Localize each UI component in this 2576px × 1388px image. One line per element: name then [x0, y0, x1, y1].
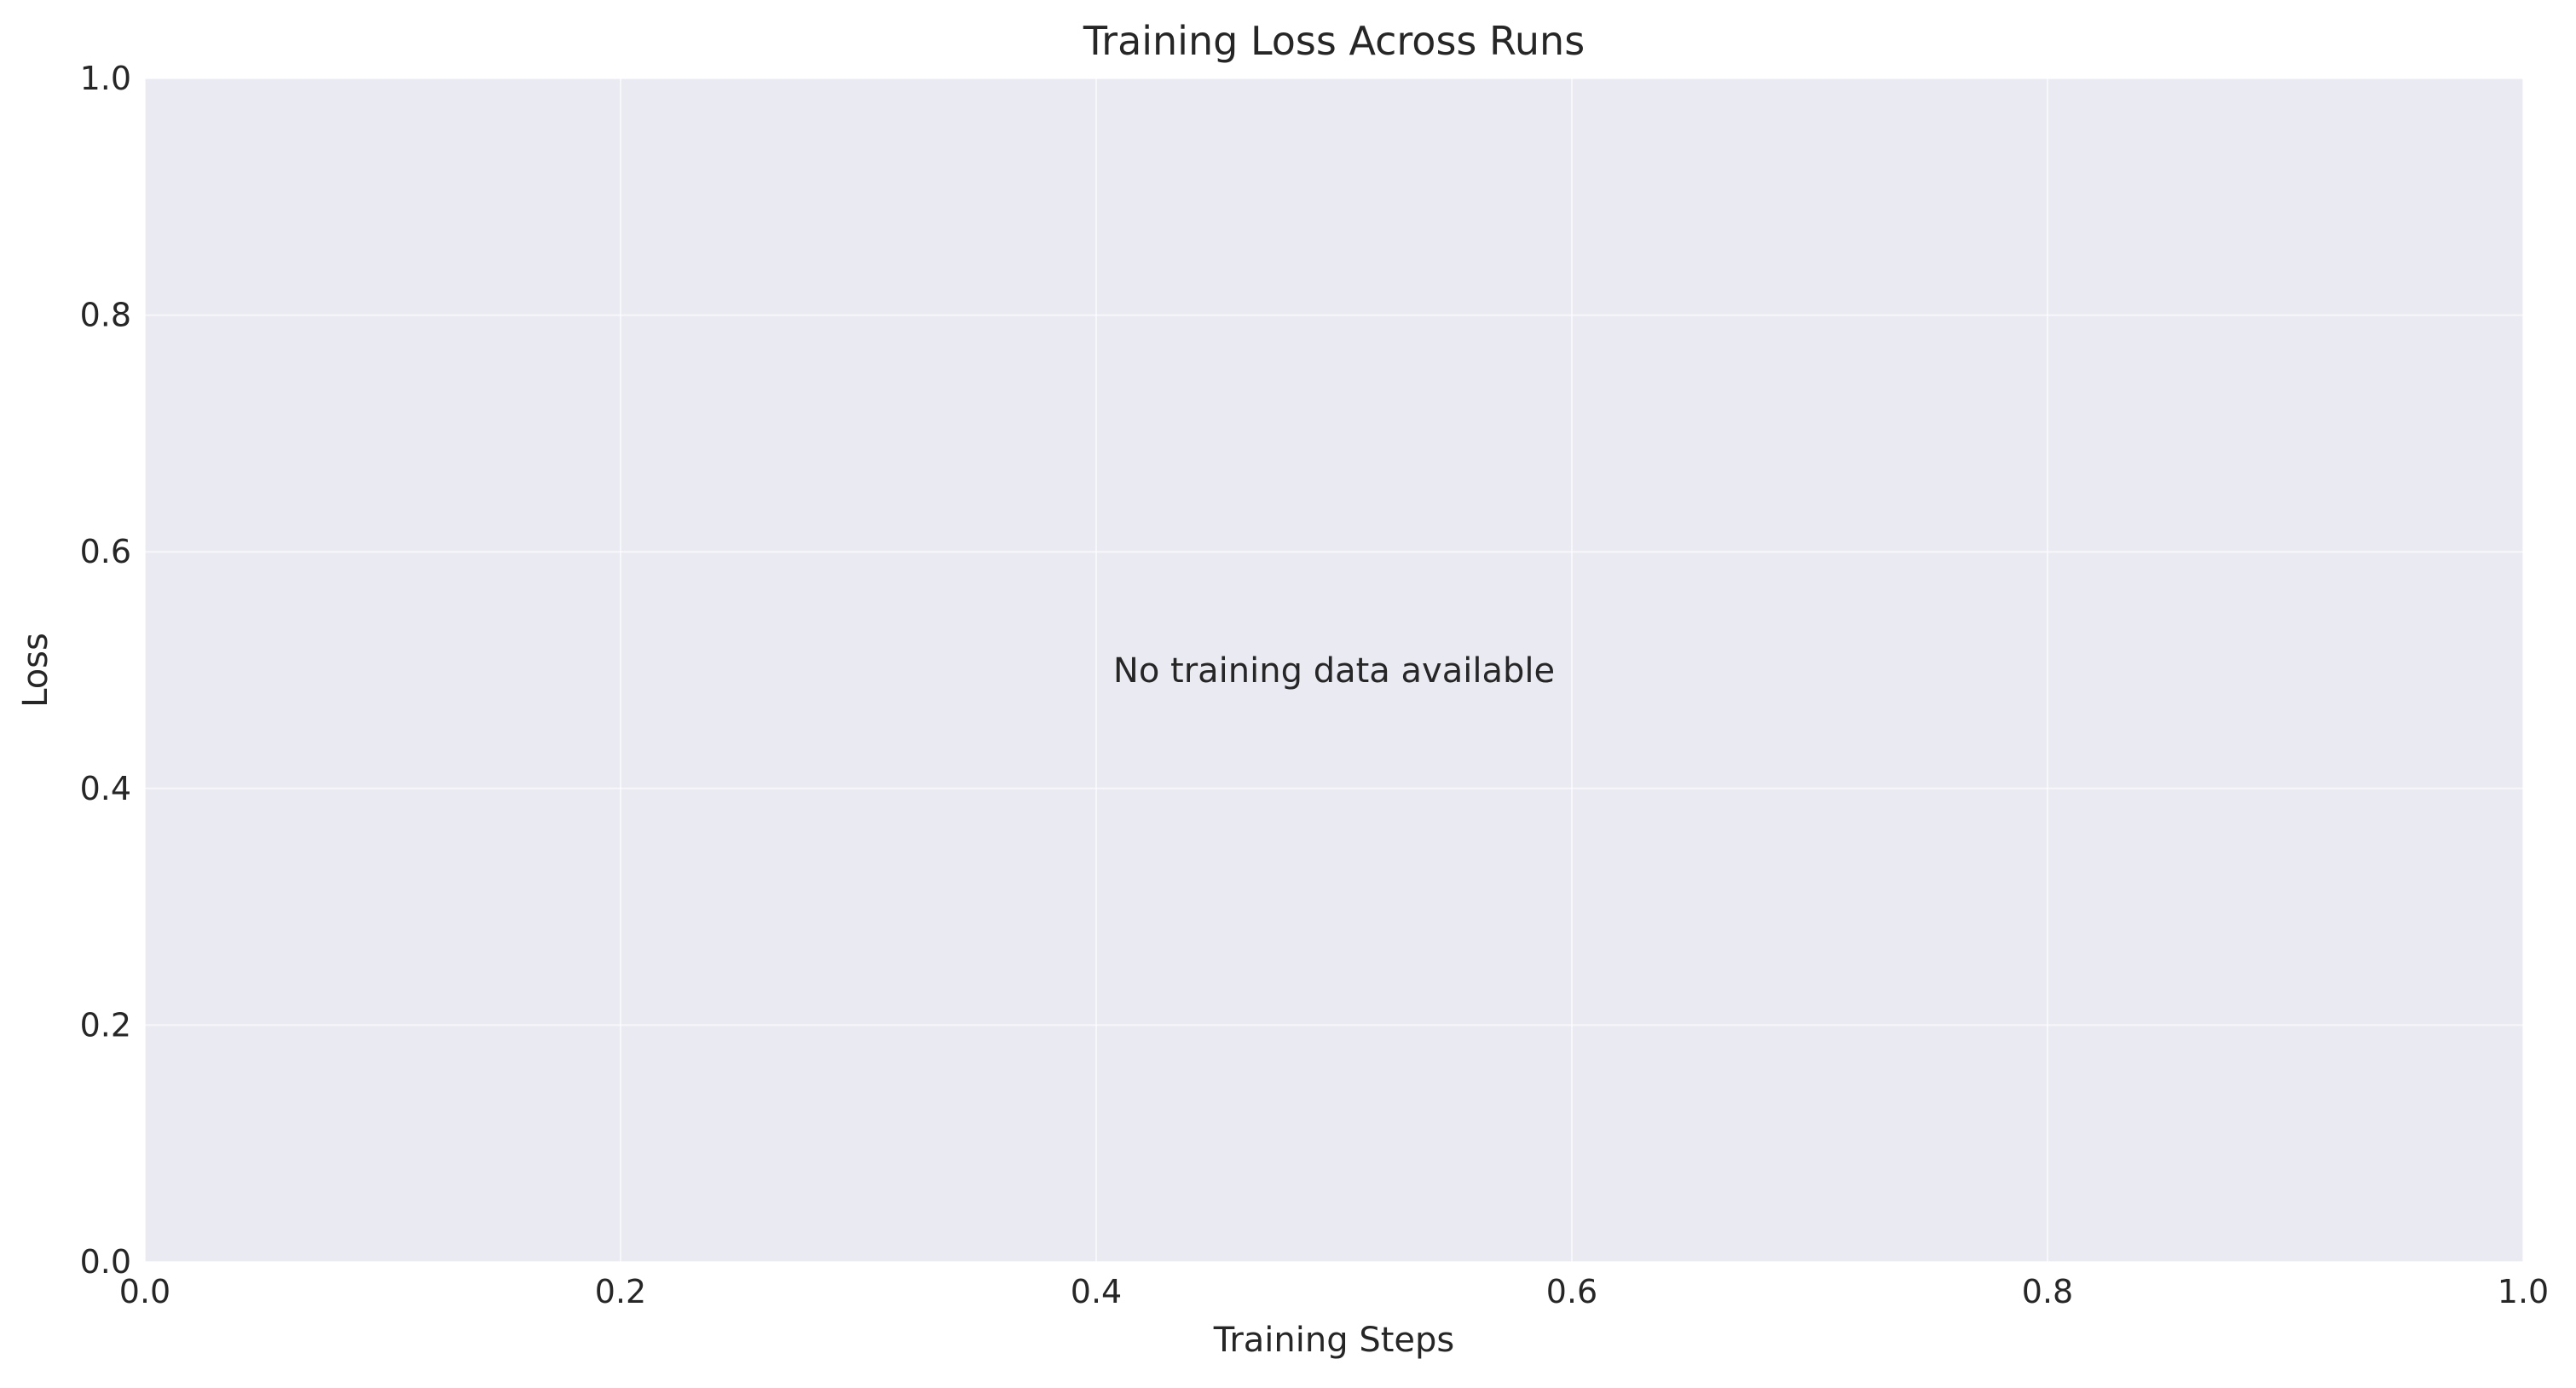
x-tick-label: 0.2: [595, 1273, 646, 1310]
y-tick-label: 0.6: [80, 533, 131, 570]
y-tick-label: 0.2: [80, 1006, 131, 1044]
y-tick-label: 0.8: [80, 297, 131, 334]
y-tick-label: 0.0: [80, 1243, 131, 1281]
x-tick-label: 0.6: [1546, 1273, 1597, 1310]
x-tick-label: 0.0: [119, 1273, 170, 1310]
x-tick-label: 1.0: [2498, 1273, 2549, 1310]
x-tick-label: 0.8: [2022, 1273, 2073, 1310]
no-data-annotation: No training data available: [1113, 651, 1555, 691]
grid-lines: [144, 78, 2524, 1263]
y-tick-label: 0.4: [80, 770, 131, 807]
y-axis-title: Loss: [16, 633, 55, 708]
x-axis-title: Training Steps: [1213, 1321, 1454, 1360]
y-axis-ticks: 0.0 0.2 0.4 0.6 0.8 1.0: [80, 60, 131, 1281]
x-axis-ticks: 0.0 0.2 0.4 0.6 0.8 1.0: [119, 1273, 2549, 1310]
chart-title: Training Loss Across Runs: [1083, 18, 1585, 64]
x-tick-label: 0.4: [1071, 1273, 1122, 1310]
plot-area: [145, 78, 2523, 1262]
y-tick-label: 1.0: [80, 60, 131, 97]
